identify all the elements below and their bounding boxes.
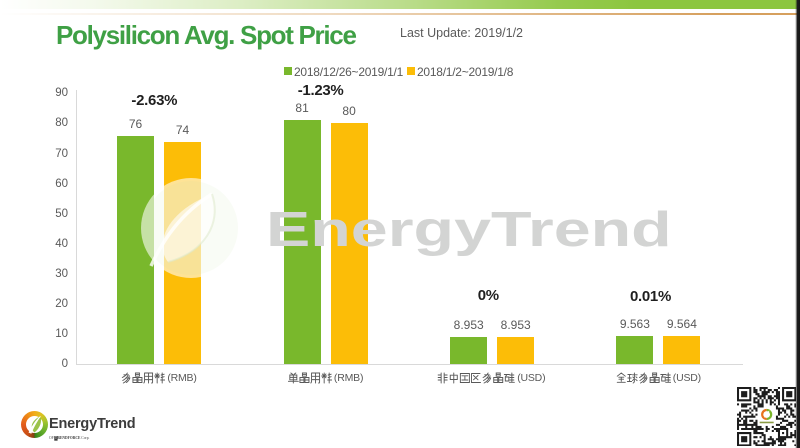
svg-text:EnergyTrend: EnergyTrend bbox=[266, 202, 672, 257]
